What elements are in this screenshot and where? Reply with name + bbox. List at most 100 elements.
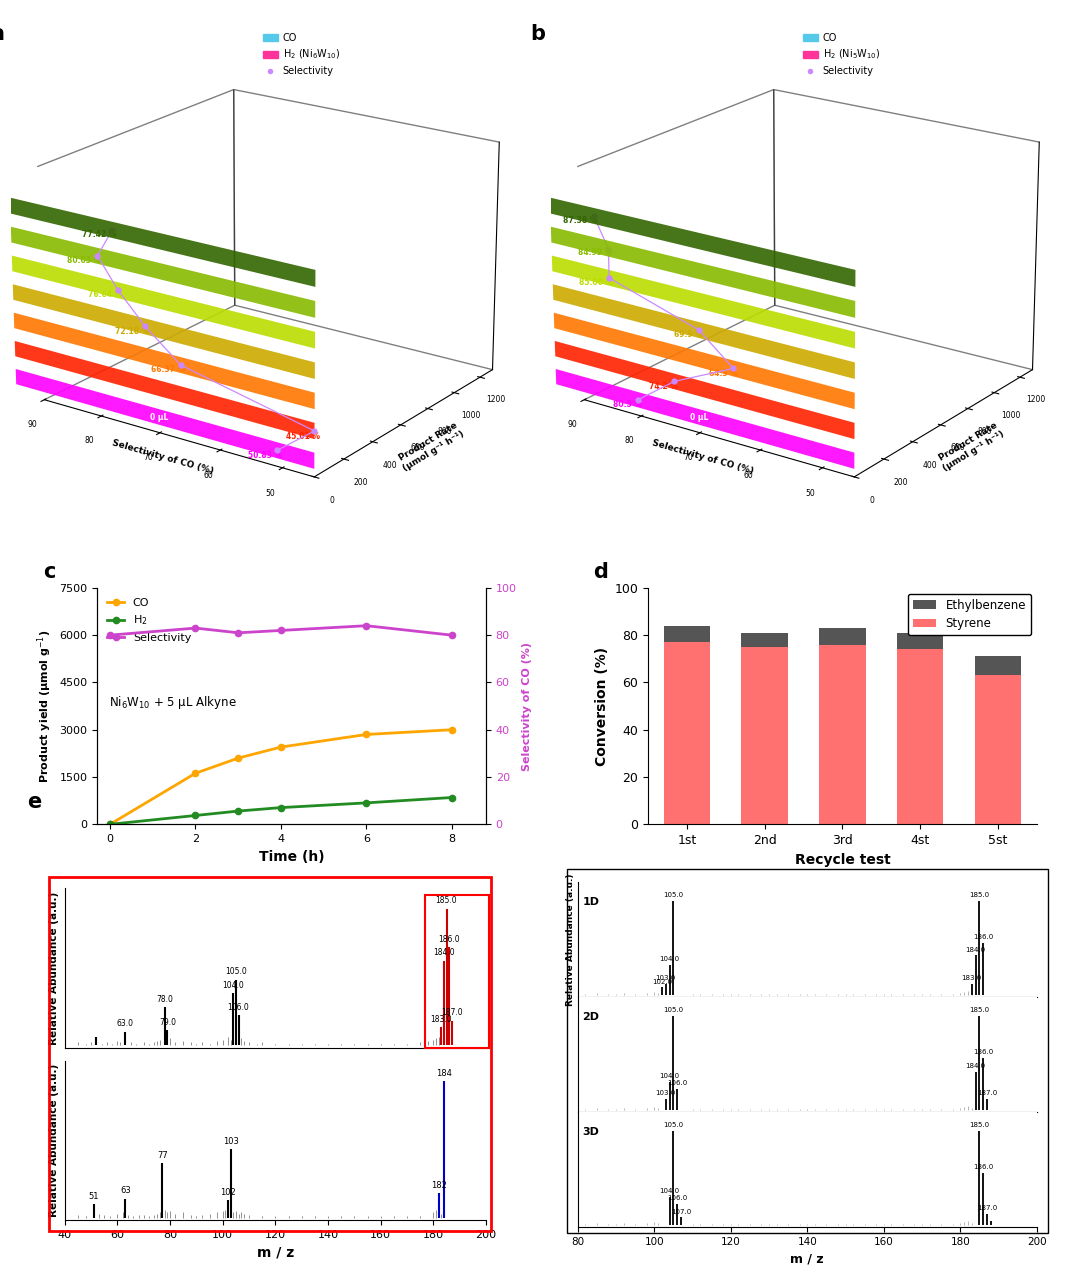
CO xyxy=(189,766,202,781)
Text: 51: 51 xyxy=(89,1191,99,1201)
CO xyxy=(274,740,287,755)
H$_2$ xyxy=(360,795,373,810)
Bar xyxy=(819,644,866,824)
Y-axis label: Product yield (μmol g$^{-1}$): Product yield (μmol g$^{-1}$) xyxy=(36,629,54,783)
Selectivity xyxy=(274,622,287,638)
Bar xyxy=(896,633,944,649)
Bar xyxy=(663,643,711,824)
Line: Selectivity: Selectivity xyxy=(107,622,455,638)
Legend: Ethylbenzene, Styrene: Ethylbenzene, Styrene xyxy=(908,594,1031,635)
Text: 184.0: 184.0 xyxy=(966,947,986,952)
Y-axis label: Relative Abundance (a.u.): Relative Abundance (a.u.) xyxy=(50,1065,59,1217)
Text: 186.0: 186.0 xyxy=(438,934,460,943)
Y-axis label: Selectivity of CO (%): Selectivity of CO (%) xyxy=(523,642,532,771)
Y-axis label: Product Rate
(μmol g⁻¹ h⁻¹): Product Rate (μmol g⁻¹ h⁻¹) xyxy=(936,420,1005,473)
Text: 187.0: 187.0 xyxy=(441,1008,462,1017)
Bar xyxy=(974,657,1022,675)
X-axis label: Selectivity of CO (%): Selectivity of CO (%) xyxy=(111,438,215,475)
Text: 102: 102 xyxy=(220,1187,235,1196)
CO xyxy=(445,722,458,737)
X-axis label: m / z: m / z xyxy=(257,1246,294,1260)
Text: 103.0: 103.0 xyxy=(656,1090,676,1095)
Line: CO: CO xyxy=(107,727,455,827)
CO xyxy=(104,817,117,832)
H$_2$ xyxy=(274,800,287,815)
Text: 104.0: 104.0 xyxy=(660,1072,679,1079)
Selectivity xyxy=(189,620,202,635)
H$_2$ xyxy=(445,790,458,805)
H$_2$ xyxy=(189,808,202,823)
Text: 187.0: 187.0 xyxy=(977,1090,997,1095)
Y-axis label: Relative Abundance (a.u.): Relative Abundance (a.u.) xyxy=(566,873,575,1006)
Text: 183.0: 183.0 xyxy=(961,975,982,980)
Text: 102.0: 102.0 xyxy=(652,979,672,984)
Text: Ni$_6$W$_{10}$ + 5 μL Alkyne: Ni$_6$W$_{10}$ + 5 μL Alkyne xyxy=(109,694,237,711)
X-axis label: Recycle test: Recycle test xyxy=(795,852,890,866)
Text: c: c xyxy=(43,562,55,583)
Text: 186.0: 186.0 xyxy=(973,1049,994,1056)
Text: 184.0: 184.0 xyxy=(433,948,455,957)
Text: b: b xyxy=(530,24,545,45)
Text: 186.0: 186.0 xyxy=(973,934,994,941)
Text: 187.0: 187.0 xyxy=(977,1205,997,1210)
Text: 185.0: 185.0 xyxy=(970,1122,989,1128)
Text: e: e xyxy=(27,792,41,813)
Line: H$_2$: H$_2$ xyxy=(107,795,455,827)
Text: 183.0: 183.0 xyxy=(431,1015,453,1024)
Text: 106.0: 106.0 xyxy=(667,1080,687,1086)
X-axis label: Time (h): Time (h) xyxy=(259,850,324,864)
Legend: CO, H$_2$, Selectivity: CO, H$_2$, Selectivity xyxy=(103,593,195,647)
Text: 78.0: 78.0 xyxy=(157,994,173,1003)
Text: 186.0: 186.0 xyxy=(973,1164,994,1171)
X-axis label: Selectivity of CO (%): Selectivity of CO (%) xyxy=(651,438,755,475)
Text: 185.0: 185.0 xyxy=(970,1007,989,1013)
CO xyxy=(232,750,245,766)
Text: 63: 63 xyxy=(120,1186,131,1195)
Text: 63.0: 63.0 xyxy=(117,1019,134,1029)
Text: 182: 182 xyxy=(431,1181,446,1190)
Text: 79.0: 79.0 xyxy=(159,1017,176,1026)
Text: 184: 184 xyxy=(436,1068,451,1077)
H$_2$ xyxy=(104,817,117,832)
Text: 185.0: 185.0 xyxy=(435,896,457,905)
Bar xyxy=(426,895,488,1048)
Selectivity xyxy=(445,627,458,643)
Text: 107.0: 107.0 xyxy=(671,1209,691,1214)
CO xyxy=(360,727,373,743)
Text: 185.0: 185.0 xyxy=(970,892,989,898)
Selectivity xyxy=(232,625,245,640)
Text: 105.0: 105.0 xyxy=(663,1007,684,1013)
Legend: CO, H$_2$ (Ni$_5$W$_{10}$), Selectivity: CO, H$_2$ (Ni$_5$W$_{10}$), Selectivity xyxy=(799,29,883,81)
Bar xyxy=(741,633,788,647)
Selectivity xyxy=(360,619,373,634)
Text: 184.0: 184.0 xyxy=(966,1063,986,1070)
Bar xyxy=(896,649,944,824)
Text: a: a xyxy=(0,24,4,45)
H$_2$ xyxy=(232,804,245,819)
Text: 106.0: 106.0 xyxy=(228,1003,249,1012)
Text: 104.0: 104.0 xyxy=(222,982,244,990)
X-axis label: m / z: m / z xyxy=(791,1252,824,1265)
Text: 103.0: 103.0 xyxy=(656,975,676,980)
Text: 104.0: 104.0 xyxy=(660,956,679,962)
Legend: CO, H$_2$ (Ni$_6$W$_{10}$), Selectivity: CO, H$_2$ (Ni$_6$W$_{10}$), Selectivity xyxy=(259,29,343,81)
Bar xyxy=(974,675,1022,824)
Text: 103: 103 xyxy=(222,1137,239,1146)
Text: 106.0: 106.0 xyxy=(667,1195,687,1201)
Text: 3D: 3D xyxy=(582,1127,599,1137)
Text: 105.0: 105.0 xyxy=(663,1122,684,1128)
Selectivity xyxy=(104,627,117,643)
Bar xyxy=(741,647,788,824)
Y-axis label: Conversion (%): Conversion (%) xyxy=(595,647,609,766)
Y-axis label: Relative Abundance (a.u.): Relative Abundance (a.u.) xyxy=(50,892,59,1044)
Text: 1D: 1D xyxy=(582,897,599,907)
Text: 2D: 2D xyxy=(582,1012,599,1022)
Text: 105.0: 105.0 xyxy=(225,967,247,976)
Text: 104.0: 104.0 xyxy=(660,1187,679,1194)
Text: d: d xyxy=(594,562,608,583)
Bar xyxy=(663,626,711,643)
Y-axis label: Product Rate
(μmol g⁻¹ h⁻¹): Product Rate (μmol g⁻¹ h⁻¹) xyxy=(396,420,465,473)
Bar xyxy=(819,627,866,644)
Text: 105.0: 105.0 xyxy=(663,892,684,898)
Text: 77: 77 xyxy=(157,1150,167,1159)
